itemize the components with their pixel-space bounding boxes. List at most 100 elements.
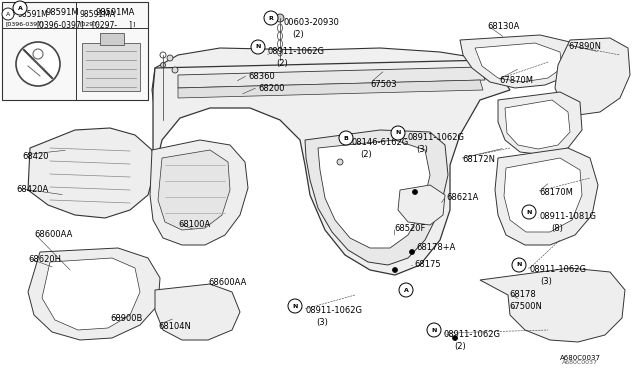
- Circle shape: [392, 267, 397, 273]
- Text: (3): (3): [416, 145, 428, 154]
- Polygon shape: [505, 100, 570, 149]
- Text: ]: ]: [132, 21, 134, 26]
- Text: [0297-: [0297-: [79, 21, 99, 26]
- Text: 08911-1062G: 08911-1062G: [305, 306, 362, 315]
- Circle shape: [167, 55, 173, 61]
- Text: N: N: [516, 263, 522, 267]
- Circle shape: [2, 8, 14, 20]
- Text: 98591M: 98591M: [18, 10, 49, 19]
- Text: 68600AA: 68600AA: [208, 278, 246, 287]
- Text: 68178+A: 68178+A: [416, 243, 456, 252]
- Circle shape: [339, 131, 353, 145]
- Polygon shape: [155, 284, 240, 340]
- Text: 68420A: 68420A: [16, 185, 48, 194]
- Text: 08911-1062G: 08911-1062G: [530, 265, 587, 274]
- Circle shape: [512, 258, 526, 272]
- Text: A: A: [10, 10, 15, 16]
- Polygon shape: [150, 140, 248, 245]
- Text: 68100A: 68100A: [178, 220, 211, 229]
- Text: N: N: [431, 327, 436, 333]
- Text: 98591M: 98591M: [46, 8, 79, 17]
- Text: 68170M: 68170M: [539, 188, 573, 197]
- Text: 67870M: 67870M: [499, 76, 533, 85]
- Text: (3): (3): [540, 277, 552, 286]
- Text: 98591MA: 98591MA: [80, 10, 116, 19]
- Text: N: N: [292, 304, 298, 308]
- Polygon shape: [555, 38, 630, 115]
- Circle shape: [452, 336, 458, 340]
- Text: A680C0037: A680C0037: [562, 360, 598, 365]
- Polygon shape: [398, 185, 445, 225]
- Text: [0297-     ]: [0297- ]: [92, 20, 132, 29]
- Text: 08911-1062G: 08911-1062G: [444, 330, 501, 339]
- Circle shape: [522, 205, 536, 219]
- Text: 68620H: 68620H: [28, 255, 61, 264]
- Text: N: N: [255, 45, 260, 49]
- Text: [0396-0397]: [0396-0397]: [36, 20, 84, 29]
- Text: 67500N: 67500N: [509, 302, 542, 311]
- Text: 08911-1062G: 08911-1062G: [268, 47, 325, 56]
- Circle shape: [276, 14, 284, 22]
- Polygon shape: [28, 248, 160, 340]
- Polygon shape: [305, 130, 448, 265]
- Polygon shape: [178, 67, 485, 88]
- Text: N: N: [396, 131, 401, 135]
- Text: [0396-0397]: [0396-0397]: [6, 21, 45, 26]
- Circle shape: [264, 11, 278, 25]
- Polygon shape: [28, 128, 155, 218]
- Text: 98591MA: 98591MA: [96, 8, 136, 17]
- Text: (2): (2): [292, 30, 304, 39]
- Text: 68600AA: 68600AA: [34, 230, 72, 239]
- Text: 67503: 67503: [370, 80, 397, 89]
- Polygon shape: [498, 92, 582, 155]
- Text: A: A: [6, 12, 10, 16]
- Text: 68900B: 68900B: [110, 314, 142, 323]
- Polygon shape: [42, 258, 140, 330]
- Circle shape: [410, 250, 415, 254]
- Text: 67890N: 67890N: [568, 42, 601, 51]
- Circle shape: [413, 189, 417, 195]
- Circle shape: [399, 283, 413, 297]
- Ellipse shape: [278, 24, 282, 32]
- Polygon shape: [475, 43, 562, 82]
- Circle shape: [33, 49, 43, 59]
- Text: (8): (8): [551, 224, 563, 233]
- Text: R: R: [269, 16, 273, 20]
- Polygon shape: [158, 150, 230, 230]
- Text: 00603-20930: 00603-20930: [284, 18, 340, 27]
- Text: N: N: [526, 209, 532, 215]
- Text: 68200: 68200: [258, 84, 285, 93]
- Text: A: A: [17, 6, 22, 10]
- Text: 08911-1062G: 08911-1062G: [408, 133, 465, 142]
- Circle shape: [172, 67, 178, 73]
- Text: 08911-1081G: 08911-1081G: [539, 212, 596, 221]
- Polygon shape: [504, 158, 582, 232]
- Text: 68520F: 68520F: [394, 224, 426, 233]
- Text: 68360: 68360: [248, 72, 275, 81]
- Text: B: B: [344, 135, 348, 141]
- Polygon shape: [2, 2, 148, 100]
- Polygon shape: [460, 35, 580, 88]
- Text: 68420: 68420: [22, 152, 49, 161]
- Polygon shape: [178, 80, 483, 98]
- Circle shape: [13, 1, 27, 15]
- Polygon shape: [153, 60, 510, 275]
- Circle shape: [161, 62, 166, 67]
- Circle shape: [391, 126, 405, 140]
- Text: A680C0037: A680C0037: [560, 355, 601, 361]
- Ellipse shape: [278, 40, 282, 48]
- Polygon shape: [152, 48, 510, 115]
- Text: (2): (2): [454, 342, 466, 351]
- Circle shape: [337, 159, 343, 165]
- Circle shape: [16, 42, 60, 86]
- Polygon shape: [100, 33, 124, 45]
- Polygon shape: [82, 43, 140, 91]
- Polygon shape: [480, 268, 625, 342]
- Circle shape: [160, 52, 166, 58]
- Text: (3): (3): [316, 318, 328, 327]
- Text: (2): (2): [276, 59, 288, 68]
- Circle shape: [288, 299, 302, 313]
- Polygon shape: [318, 140, 430, 248]
- Text: (2): (2): [360, 150, 372, 159]
- Circle shape: [427, 323, 441, 337]
